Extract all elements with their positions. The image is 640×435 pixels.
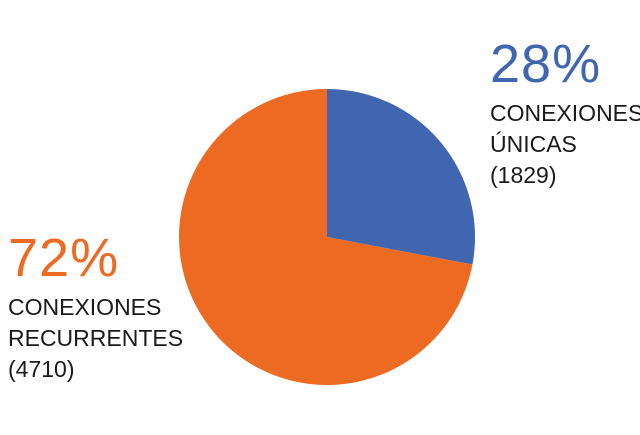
label-recurrentes: 72% CONEXIONES RECURRENTES (4710) <box>8 230 183 385</box>
count-label-recurrentes: (4710) <box>8 356 75 382</box>
label-line-1-recurrentes: CONEXIONES <box>8 294 162 320</box>
pie-slice-recurrentes <box>178 89 473 385</box>
label-line-1-unicas: CONEXIONES <box>490 100 640 126</box>
percent-label-unicas: 28% <box>490 34 602 94</box>
pie-slice-unicas <box>327 89 475 265</box>
description-unicas: CONEXIONES ÚNICAS (1829) <box>490 98 640 191</box>
label-line-2-unicas: ÚNICAS <box>490 131 577 157</box>
label-line-2-recurrentes: RECURRENTES <box>8 325 184 351</box>
label-unicas: 28% CONEXIONES ÚNICAS (1829) <box>490 36 640 191</box>
count-label-unicas: (1829) <box>490 162 557 188</box>
percent-label-recurrentes: 72% <box>8 228 120 288</box>
description-recurrentes: CONEXIONES RECURRENTES (4710) <box>8 292 183 385</box>
